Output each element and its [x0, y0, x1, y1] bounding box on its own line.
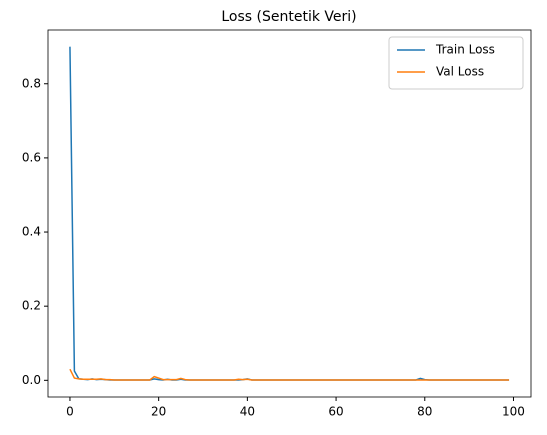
chart-title: Loss (Sentetik Veri) — [221, 9, 356, 25]
series-line — [69, 368, 510, 381]
legend-label: Train Loss — [435, 43, 495, 57]
x-tick-label: 100 — [502, 405, 525, 419]
x-tick-label: 60 — [328, 405, 343, 419]
x-tick-label: 80 — [417, 405, 432, 419]
y-tick-label: 0.2 — [22, 299, 41, 313]
x-tick-label: 40 — [240, 405, 255, 419]
series-line — [69, 46, 510, 381]
y-tick-label: 0.8 — [22, 76, 41, 90]
x-tick-label: 0 — [66, 405, 74, 419]
axes-frame — [47, 29, 532, 398]
y-tick-label: 0.6 — [22, 150, 41, 164]
x-tick-label: 20 — [151, 405, 166, 419]
legend-label: Val Loss — [436, 65, 484, 79]
y-tick-label: 0.4 — [22, 225, 41, 239]
y-tick-label: 0.0 — [22, 373, 41, 387]
